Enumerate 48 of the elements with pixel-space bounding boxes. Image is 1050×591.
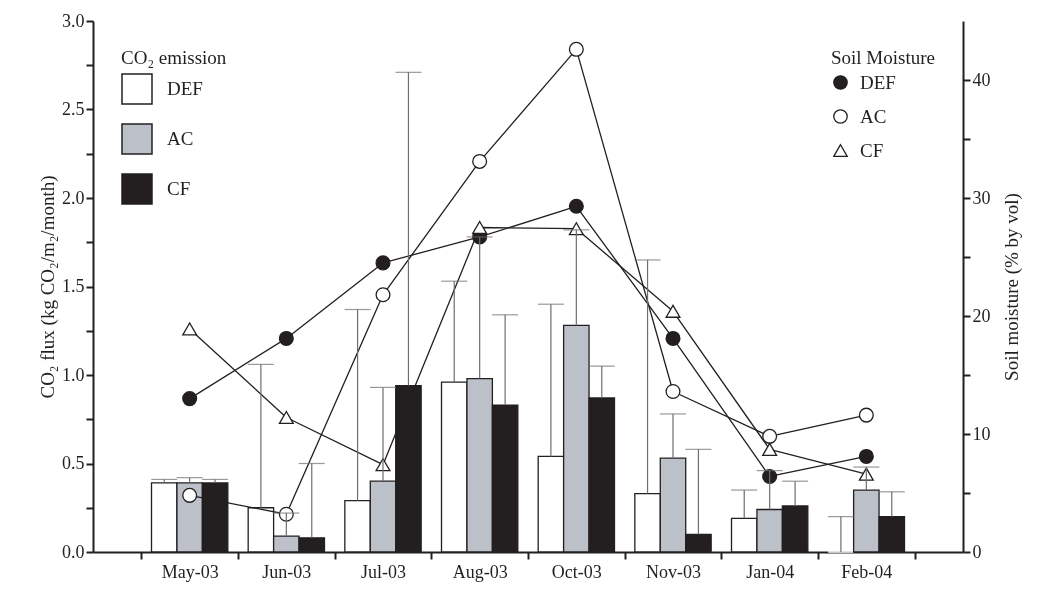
x-tick-label: Feb-04 bbox=[841, 561, 893, 582]
point bbox=[568, 198, 584, 214]
point bbox=[278, 330, 294, 346]
text: CO₂ emission bbox=[121, 47, 227, 68]
point bbox=[472, 153, 488, 169]
point bbox=[278, 410, 294, 425]
point bbox=[665, 304, 681, 318]
point bbox=[858, 448, 874, 464]
x-tick-label: Jan-04 bbox=[746, 561, 795, 582]
legend-label: DEF bbox=[167, 78, 203, 99]
point bbox=[858, 407, 874, 423]
point bbox=[182, 391, 198, 407]
y-tick-label: 1.5 bbox=[62, 276, 85, 296]
y-tick-label: 0.5 bbox=[62, 453, 85, 473]
point bbox=[375, 287, 391, 303]
point bbox=[568, 41, 584, 57]
y-tick-label: 2.5 bbox=[62, 99, 85, 119]
point bbox=[472, 220, 488, 235]
y2-tick-label: 0 bbox=[972, 541, 982, 562]
y2-tick-label: 30 bbox=[972, 187, 991, 208]
y2-tick-label: 10 bbox=[972, 423, 991, 444]
point bbox=[375, 255, 391, 271]
x-tick-label: Oct-03 bbox=[551, 561, 602, 582]
point bbox=[762, 428, 778, 444]
text: Soil Moisture bbox=[831, 47, 935, 68]
point bbox=[182, 487, 198, 503]
point bbox=[665, 330, 681, 346]
y-axis-title: CO₂ flux (kg CO₂/m₂/month) bbox=[37, 175, 59, 399]
y2-tick-label: 40 bbox=[972, 69, 991, 90]
legend-label: CF bbox=[860, 139, 884, 161]
point bbox=[665, 383, 681, 400]
x-tick-label: Aug-03 bbox=[452, 561, 508, 582]
y-tick-label: 2.0 bbox=[62, 187, 85, 208]
y-tick-label: 0.0 bbox=[62, 541, 85, 562]
point bbox=[182, 322, 198, 336]
y-tick-label: 3.0 bbox=[62, 10, 85, 31]
y-tick-label: 1.0 bbox=[62, 364, 85, 385]
x-tick-label: Jun-03 bbox=[262, 561, 312, 582]
y2-axis-title: Soil moisture (% by vol) bbox=[1000, 193, 1023, 381]
legend-label: CF bbox=[167, 178, 191, 199]
legend-label: DEF bbox=[860, 71, 896, 93]
y2-tick-label: 20 bbox=[972, 305, 991, 326]
x-tick-label: May-03 bbox=[161, 561, 219, 582]
legend-label: AC bbox=[167, 128, 194, 149]
x-tick-label: Nov-03 bbox=[646, 561, 701, 582]
point bbox=[762, 442, 778, 456]
x-tick-label: Jul-03 bbox=[361, 561, 406, 582]
legend-label: AC bbox=[860, 105, 887, 127]
